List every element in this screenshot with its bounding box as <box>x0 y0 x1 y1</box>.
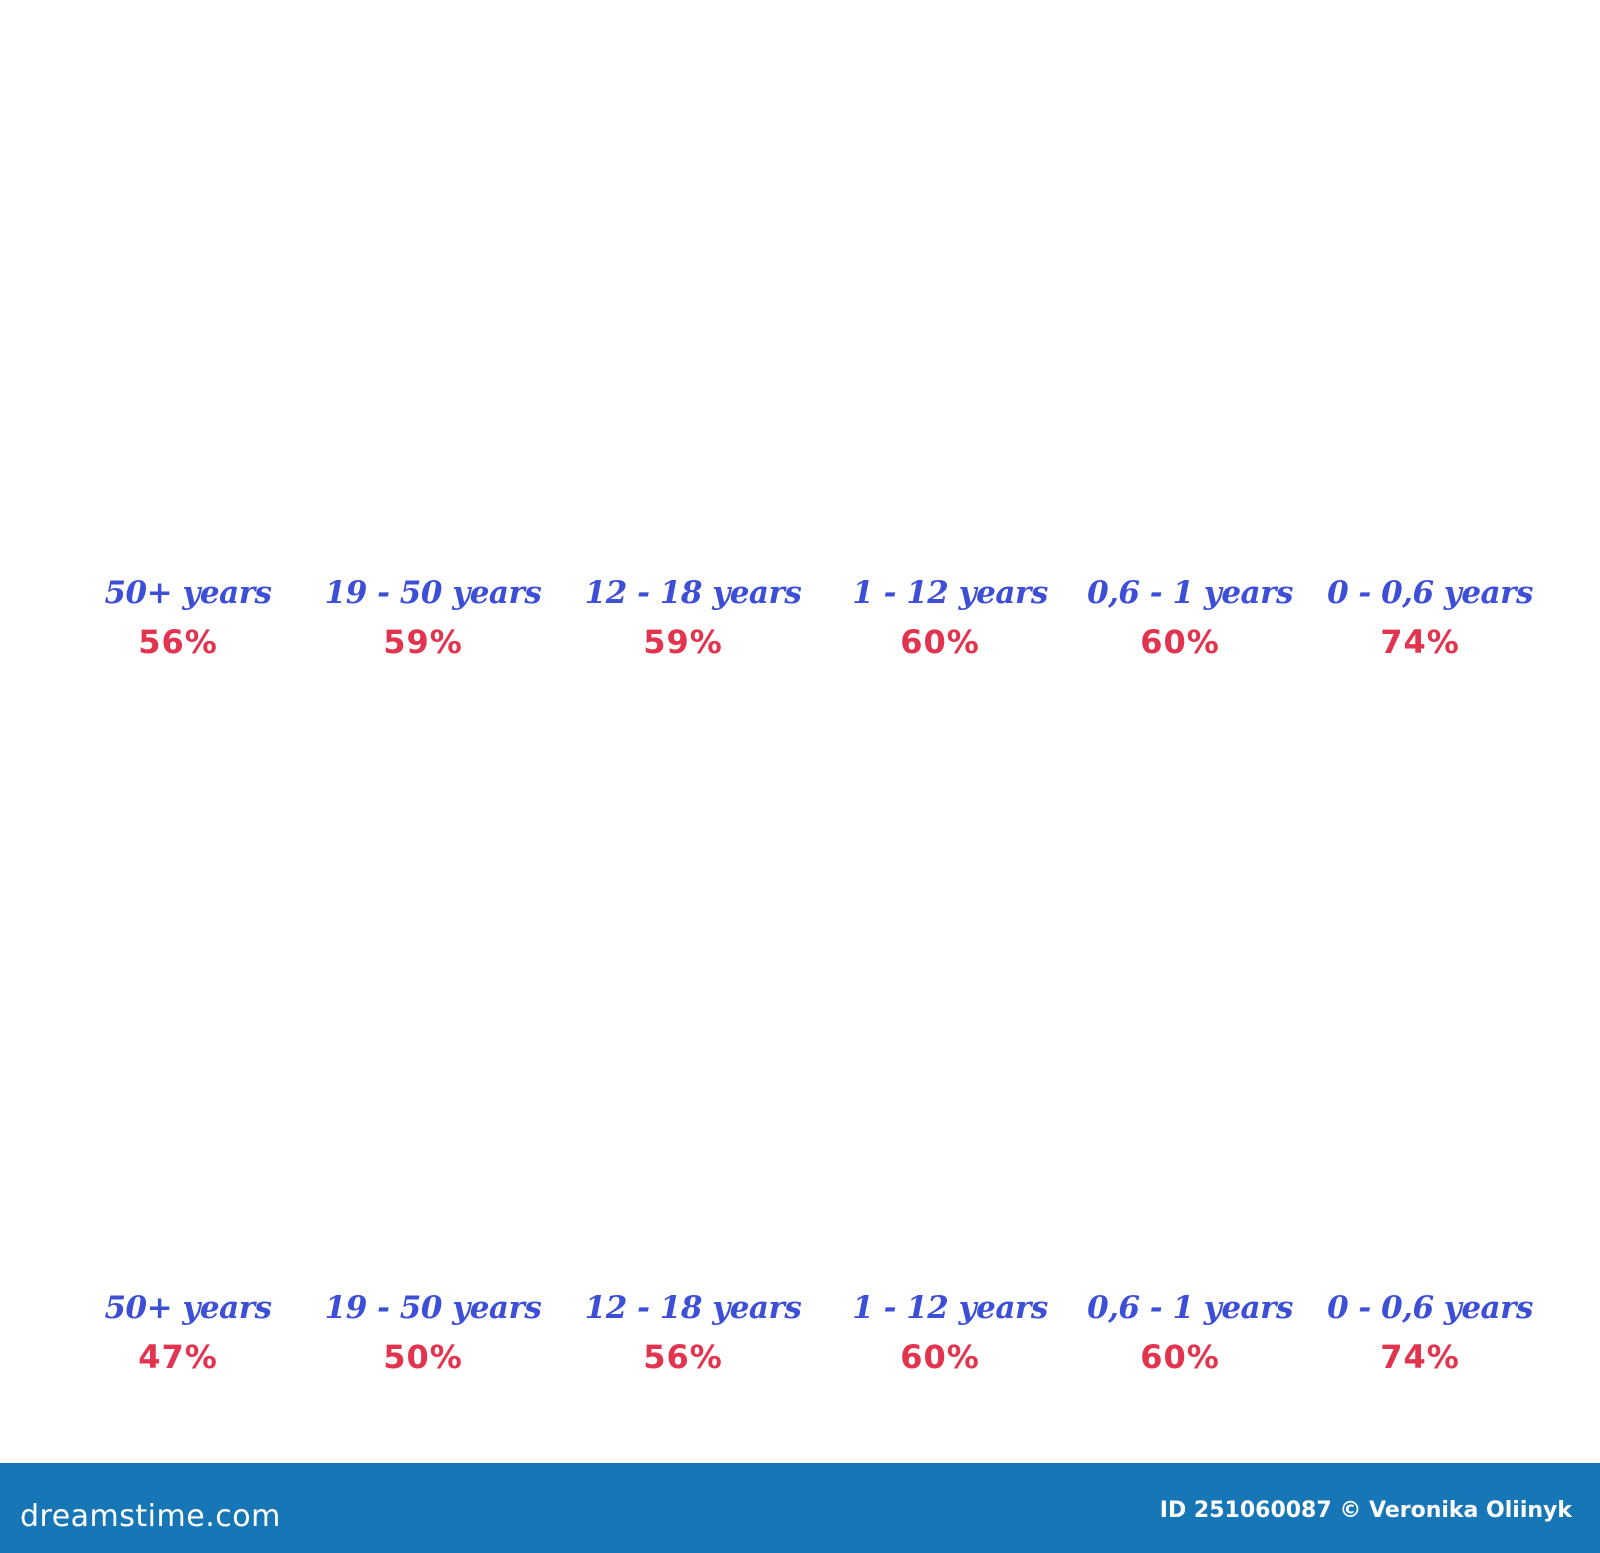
teen-girl-silhouette <box>533 724 853 1288</box>
adult-man-silhouette <box>273 24 593 570</box>
age-label: 12 - 18 years <box>584 575 802 611</box>
age-label: 50+ years <box>104 1290 272 1326</box>
water-percent-label: 50% <box>383 1338 463 1376</box>
toddler-boy-silhouette <box>1030 232 1350 570</box>
water-percent-label: 60% <box>900 1338 980 1376</box>
water-percent-label: 47% <box>138 1338 218 1376</box>
age-label: 0 - 0,6 years <box>1327 1290 1533 1326</box>
water-percent-label: 74% <box>1380 1338 1460 1376</box>
age-label: 19 - 50 years <box>324 575 542 611</box>
footer-credit-text: ID 251060087 © Veronika Oliinyk <box>1159 1498 1572 1523</box>
age-label: 50+ years <box>104 575 272 611</box>
water-percent-label: 74% <box>1380 623 1460 661</box>
water-percent-label: 56% <box>138 623 218 661</box>
adult-woman-silhouette <box>273 730 593 1288</box>
teen-boy-silhouette <box>533 10 853 572</box>
water-percent-label: 56% <box>643 1338 723 1376</box>
footer-brand-text: dreamstime.com <box>20 1499 281 1534</box>
toddler-girl-silhouette <box>1030 954 1350 1286</box>
figures-canvas <box>0 0 1600 1460</box>
age-label: 0,6 - 1 years <box>1087 575 1293 611</box>
baby-girl-silhouette <box>1270 1020 1590 1288</box>
age-label: 0 - 0,6 years <box>1327 575 1533 611</box>
age-label: 12 - 18 years <box>584 1290 802 1326</box>
girl-silhouette <box>790 792 1110 1288</box>
elderly-man-silhouette <box>28 56 348 570</box>
boy-silhouette <box>790 84 1110 572</box>
baby-boy-silhouette <box>1270 304 1590 570</box>
age-label: 19 - 50 years <box>324 1290 542 1326</box>
elderly-woman-silhouette <box>28 798 348 1288</box>
age-label: 0,6 - 1 years <box>1087 1290 1293 1326</box>
age-label: 1 - 12 years <box>852 1290 1048 1326</box>
water-percent-label: 59% <box>383 623 463 661</box>
footer-bar: dreamstime.com ID 251060087 © Veronika O… <box>0 1463 1600 1553</box>
water-percent-label: 60% <box>1140 1338 1220 1376</box>
water-percent-label: 60% <box>1140 623 1220 661</box>
age-label: 1 - 12 years <box>852 575 1048 611</box>
water-percent-label: 59% <box>643 623 723 661</box>
water-percent-label: 60% <box>900 623 980 661</box>
